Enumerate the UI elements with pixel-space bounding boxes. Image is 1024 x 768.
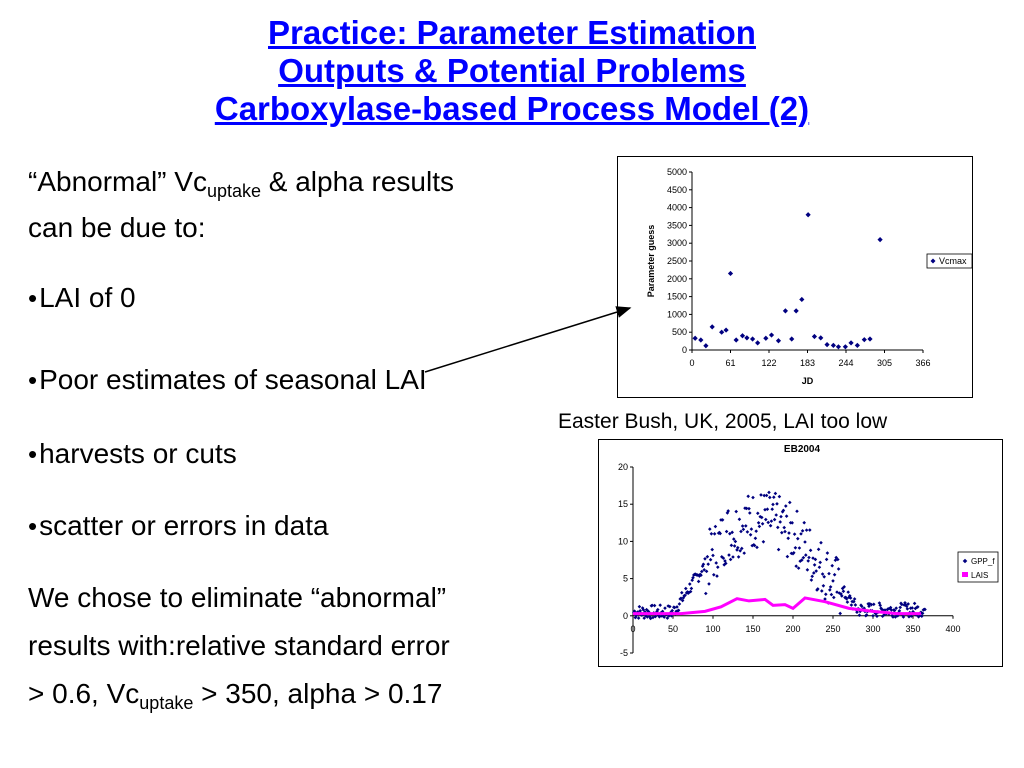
intro-line-2: can be due to: bbox=[28, 212, 206, 243]
bullet-dot-icon: • bbox=[28, 439, 38, 469]
conclusion-line-3: > 0.6, Vcuptake > 350, alpha > 0.17 bbox=[28, 676, 442, 712]
conclusion-line-1: We chose to eliminate “abnormal” bbox=[28, 582, 447, 613]
intro-text-b: & alpha results bbox=[260, 166, 454, 197]
intro-text-a: “Abnormal” Vc bbox=[28, 166, 207, 197]
bullet-item: •harvests or cuts bbox=[28, 436, 237, 472]
bullet-item: •LAI of 0 bbox=[28, 280, 136, 316]
conclusion-text-a: > 0.6, Vc bbox=[28, 678, 140, 709]
bullet-text: scatter or errors in data bbox=[39, 510, 329, 541]
slide-title: Practice: Parameter Estimation Outputs &… bbox=[0, 14, 1024, 128]
eb2004-chart-frame bbox=[598, 439, 1003, 667]
arrow-line bbox=[424, 306, 632, 373]
intro-subscript: uptake bbox=[206, 181, 261, 201]
title-line-2: Outputs & Potential Problems bbox=[278, 52, 746, 89]
chart-caption: Easter Bush, UK, 2005, LAI too low bbox=[558, 410, 888, 433]
bullet-text: Poor estimates of seasonal LAI bbox=[39, 364, 427, 395]
bullet-item: •scatter or errors in data bbox=[28, 508, 329, 544]
bullet-text: LAI of 0 bbox=[39, 282, 136, 313]
bullet-dot-icon: • bbox=[28, 365, 38, 395]
bullet-text: harvests or cuts bbox=[39, 438, 237, 469]
bullet-item: •Poor estimates of seasonal LAI bbox=[28, 362, 427, 398]
bullet-dot-icon: • bbox=[28, 511, 38, 541]
conclusion-line-2: results with:relative standard error bbox=[28, 630, 450, 661]
conclusion-subscript: uptake bbox=[139, 693, 194, 713]
title-line-1: Practice: Parameter Estimation bbox=[268, 14, 756, 51]
title-line-3: Carboxylase-based Process Model (2) bbox=[214, 90, 810, 127]
conclusion-text-b: > 350, alpha > 0.17 bbox=[193, 678, 443, 709]
bullet-dot-icon: • bbox=[28, 283, 38, 313]
intro-line-1: “Abnormal” Vcuptake & alpha results bbox=[28, 164, 454, 200]
vcmax-chart-frame bbox=[617, 156, 973, 398]
